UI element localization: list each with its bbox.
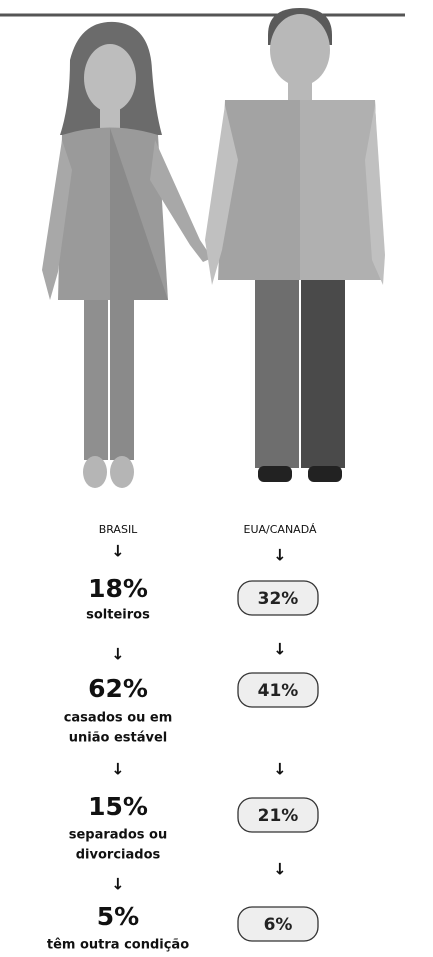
label: divorciados <box>76 848 161 863</box>
percentage: 21% <box>258 806 299 826</box>
pill <box>237 672 319 708</box>
label: separados ou <box>69 828 168 843</box>
svg-text:↓: ↓ <box>273 760 286 779</box>
percentage: 62% <box>88 674 148 703</box>
label: casados ou em <box>64 711 173 726</box>
svg-text:↓: ↓ <box>273 546 286 565</box>
column-heading: EUA/CANADÁ <box>244 523 317 536</box>
percentage: 18% <box>88 574 148 603</box>
woman-figure <box>42 21 212 488</box>
arrows: ↓ ↓ ↓ ↓ ↓ ↓ ↓ ↓ <box>111 542 286 894</box>
label: têm outra condição <box>47 938 189 953</box>
percentage: 6% <box>264 915 293 935</box>
svg-text:↓: ↓ <box>111 542 124 561</box>
svg-text:↓: ↓ <box>111 875 124 894</box>
svg-text:↓: ↓ <box>111 760 124 779</box>
svg-text:↓: ↓ <box>111 645 124 664</box>
pill <box>237 580 319 616</box>
pill <box>237 906 319 942</box>
percentage: 5% <box>97 902 139 931</box>
percentage: 32% <box>258 589 299 609</box>
svg-text:↓: ↓ <box>273 860 286 879</box>
percentage: 15% <box>88 792 148 821</box>
label: solteiros <box>86 608 150 623</box>
column-heading: BRASIL <box>99 523 138 536</box>
man-figure <box>205 8 385 482</box>
label: união estável <box>69 731 167 746</box>
percentage: 41% <box>258 681 299 701</box>
pill <box>237 797 319 833</box>
svg-text:↓: ↓ <box>273 640 286 659</box>
